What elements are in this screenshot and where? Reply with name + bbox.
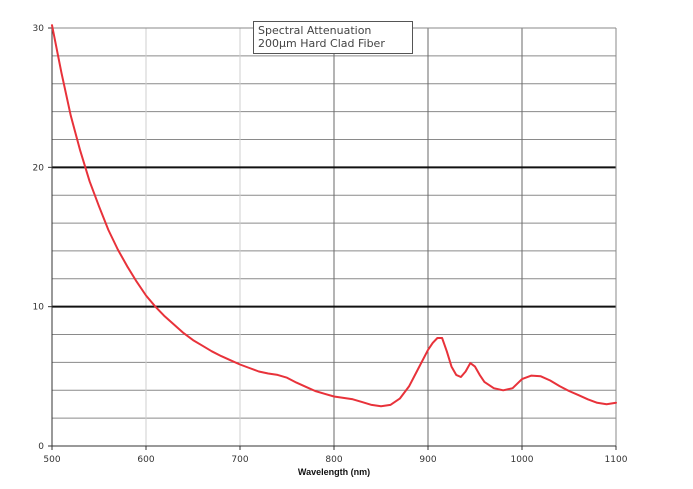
y-tick-label: 30 <box>33 24 45 34</box>
x-tick-label: 800 <box>325 455 342 465</box>
y-tick-label: 10 <box>33 303 45 313</box>
chart-title-box: Spectral Attenuation 200µm Hard Clad Fib… <box>253 21 413 54</box>
x-axis-title: Wavelength (nm) <box>298 467 370 477</box>
x-tick-label: 900 <box>419 455 436 465</box>
attenuation-series-line <box>51 24 617 408</box>
y-tick-label: 0 <box>38 442 44 452</box>
x-tick-label: 600 <box>137 455 154 465</box>
left-edge-mask <box>0 0 18 489</box>
x-tick-label: 500 <box>43 455 60 465</box>
x-tick-label: 700 <box>231 455 248 465</box>
x-tick-label: 1100 <box>605 455 628 465</box>
chart-title-line-1: Spectral Attenuation <box>258 24 372 37</box>
x-tick-label: 1000 <box>511 455 534 465</box>
chart-title-line-2: 200µm Hard Clad Fiber <box>258 37 385 50</box>
y-tick-label: 20 <box>33 163 45 173</box>
